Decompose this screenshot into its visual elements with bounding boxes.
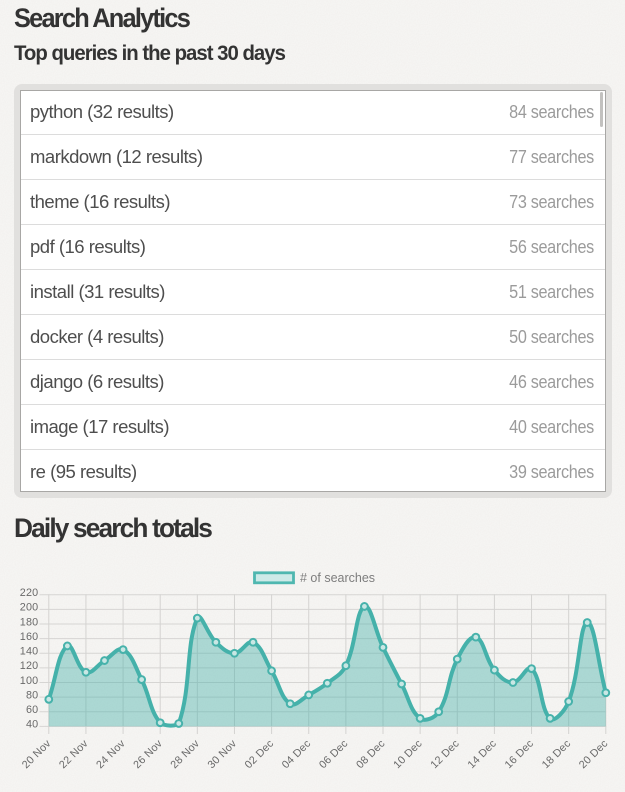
svg-text:40: 40 [26,719,38,731]
svg-text:220: 220 [20,587,39,599]
svg-text:140: 140 [20,646,39,658]
svg-text:120: 120 [20,660,39,672]
svg-text:60: 60 [26,704,38,716]
svg-text:# of searches: # of searches [300,571,375,585]
svg-text:200: 200 [20,602,39,614]
svg-text:160: 160 [20,631,39,643]
svg-text:80: 80 [26,689,38,701]
svg-text:100: 100 [20,675,39,687]
svg-text:180: 180 [20,616,39,628]
